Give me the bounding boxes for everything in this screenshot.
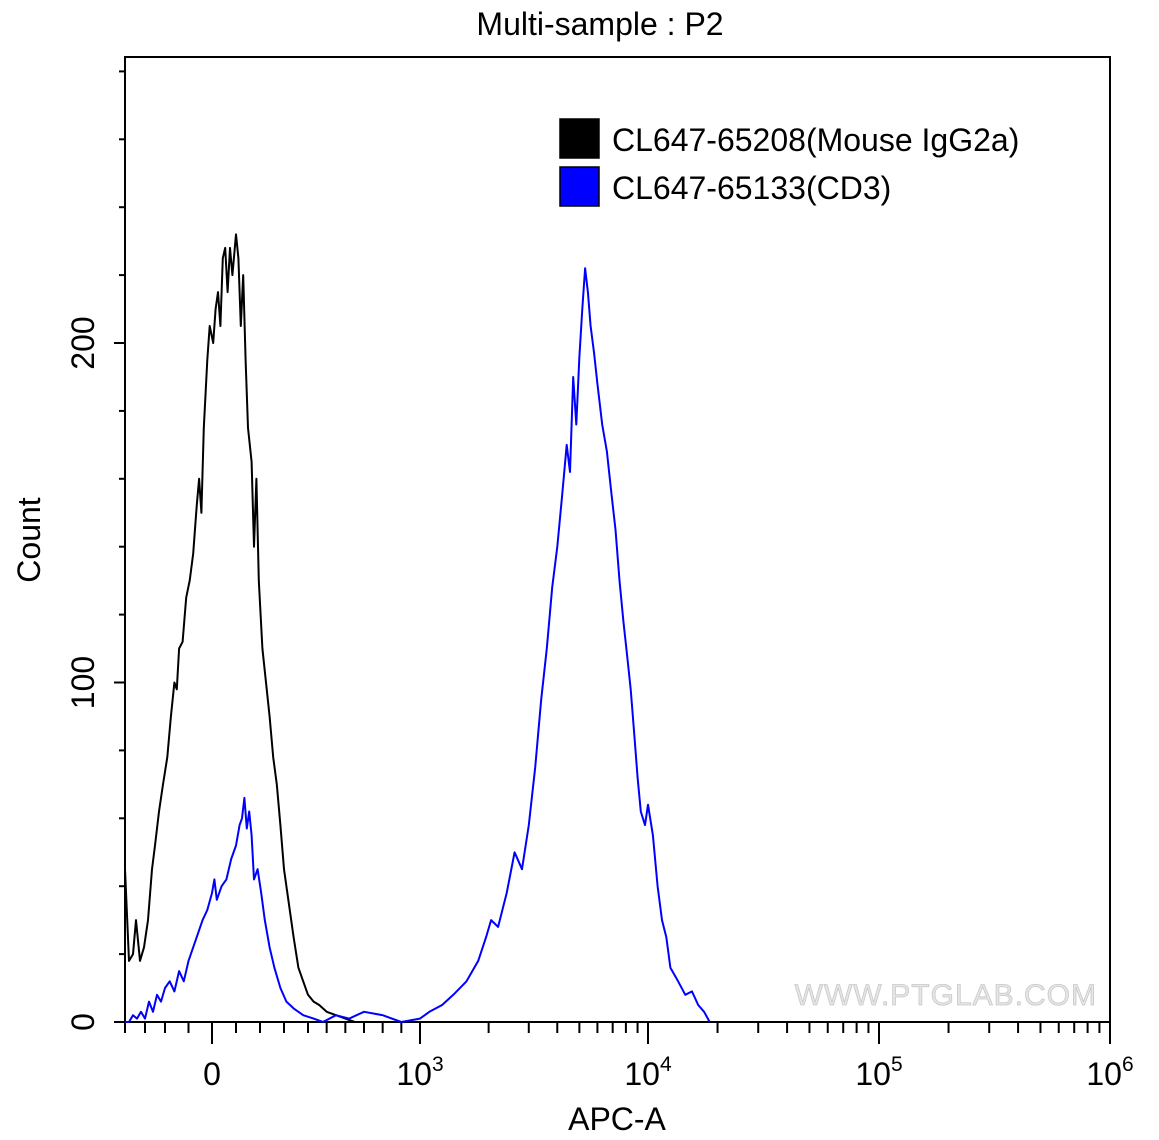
plot-frame [124, 56, 1111, 1023]
x-tick-label: 0 [203, 1056, 221, 1092]
y-axis-tick-labels: 0 100 200 [65, 316, 101, 1031]
y-tick-label: 100 [65, 656, 101, 709]
legend-swatch-0 [559, 118, 600, 159]
chart-title: Multi-sample : P2 [476, 6, 723, 42]
x-axis-tick-labels: 0 103 104 105 106 [203, 1053, 1134, 1092]
legend-swatch-1 [559, 166, 600, 207]
legend-label-1: CL647-65133(CD3) [612, 170, 891, 206]
plot-area-frame [124, 56, 1111, 1023]
y-tick-label: 0 [65, 1013, 101, 1031]
x-tick-label: 103 [396, 1053, 443, 1092]
x-tick-label: 105 [855, 1053, 902, 1092]
y-tick-label: 200 [65, 316, 101, 369]
x-axis-label: APC-A [568, 1101, 666, 1137]
y-axis-ticks [114, 70, 125, 1023]
x-axis-ticks [124, 1022, 1111, 1044]
series-line-0 [124, 233, 364, 1023]
x-tick-label: 104 [624, 1053, 672, 1092]
y-axis-label: Count [11, 497, 47, 583]
legend-label-0: CL647-65208(Mouse IgG2a) [612, 122, 1019, 158]
watermark: WWW.PTGLAB.COM [795, 979, 1097, 1012]
legend: CL647-65208(Mouse IgG2a) CL647-65133(CD3) [559, 118, 1019, 207]
series-lines [124, 233, 711, 1023]
series-line-1 [125, 267, 711, 1023]
x-tick-label: 106 [1086, 1053, 1133, 1092]
